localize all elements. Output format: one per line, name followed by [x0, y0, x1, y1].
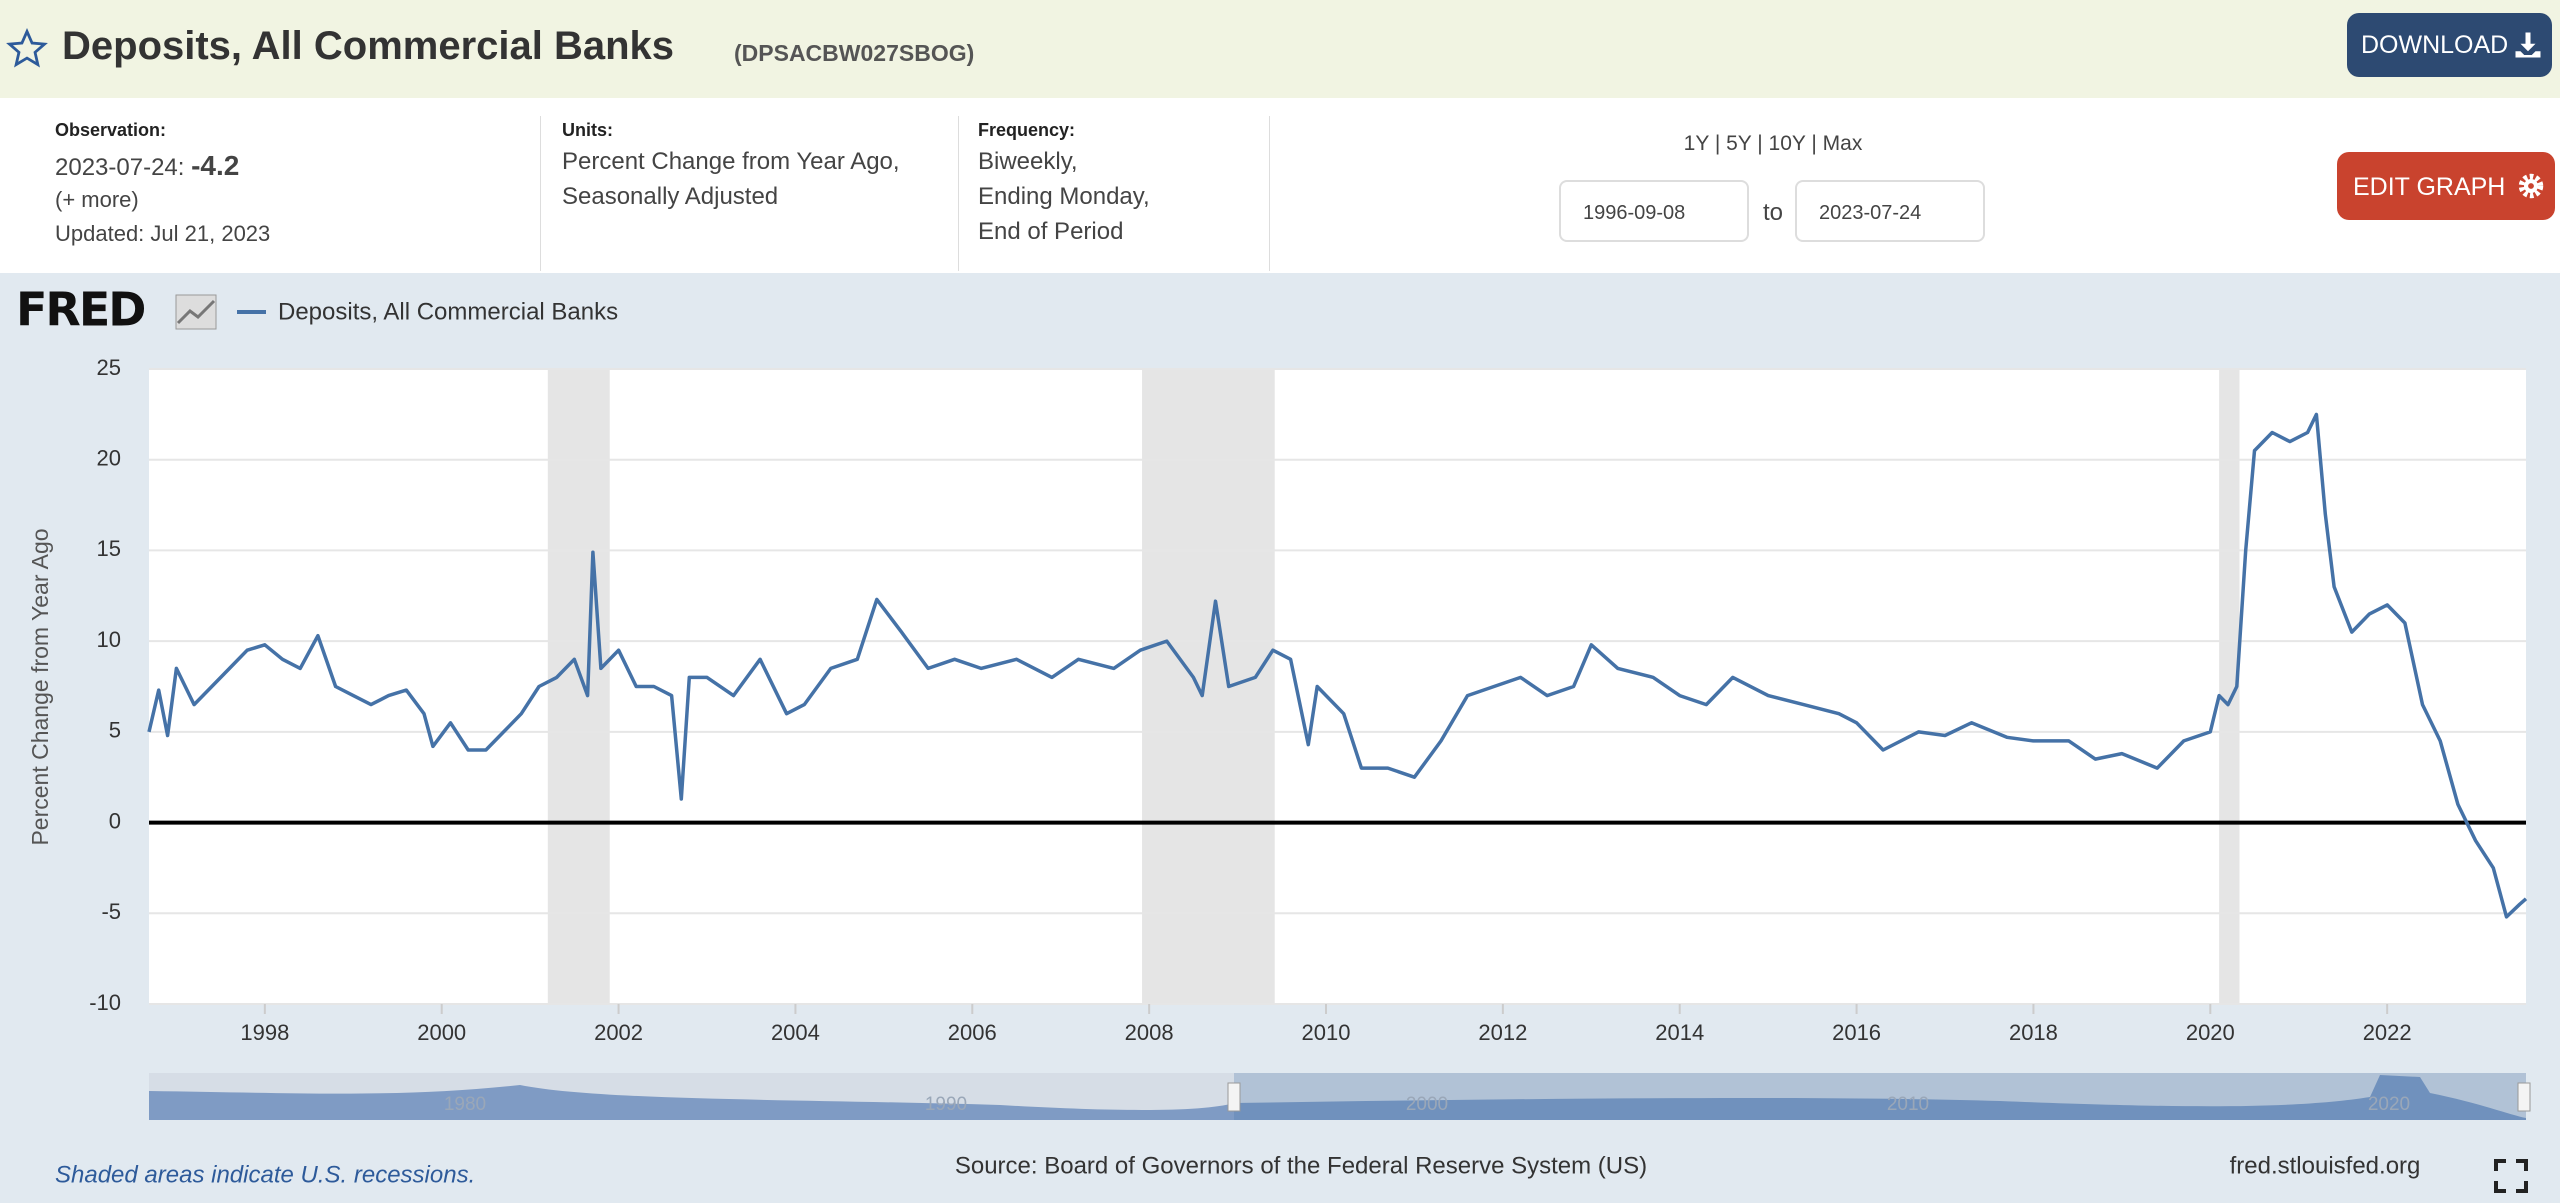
- range-buttons[interactable]: 1Y | 5Y | 10Y | Max: [1683, 132, 1863, 155]
- x-tick-label: 2018: [2009, 1020, 2058, 1045]
- frequency-2: Ending Monday,: [978, 183, 1150, 210]
- download-button[interactable]: DOWNLOAD: [2347, 13, 2552, 77]
- navigator-label: 2020: [2368, 1094, 2410, 1115]
- navigator-label: 2000: [1406, 1094, 1448, 1115]
- navigator-selection: [1234, 1073, 2526, 1120]
- y-tick-label: -5: [101, 899, 121, 924]
- gear-icon: [2518, 173, 2544, 199]
- navigator-handle[interactable]: [1227, 1082, 1241, 1112]
- x-tick-label: 2010: [1302, 1020, 1351, 1045]
- recession-band: [547, 369, 610, 1004]
- x-tick-label: 2014: [1655, 1020, 1704, 1045]
- frequency-1: Biweekly,: [978, 148, 1078, 175]
- title: Deposits, All Commercial Banks: [62, 24, 675, 68]
- separator: [1269, 116, 1270, 271]
- source: Source: Board of Governors of the Federa…: [955, 1152, 1647, 1179]
- y-tick-label: 15: [97, 536, 121, 561]
- x-tick-label: 2012: [1478, 1020, 1527, 1045]
- date-from[interactable]: 1996-09-08: [1559, 180, 1749, 242]
- navigator-area: [149, 1075, 2526, 1120]
- y-tick-label: 10: [97, 627, 121, 652]
- legend-label: Deposits, All Commercial Banks: [278, 298, 618, 325]
- navigator-label: 1990: [925, 1094, 967, 1115]
- x-tick-label: 2002: [594, 1020, 643, 1045]
- separator: [540, 116, 541, 271]
- info-bar: Observation: 2023-07-24: -4.2 (+ more) U…: [0, 98, 2560, 273]
- x-tick-label: 2006: [948, 1020, 997, 1045]
- separator: [958, 116, 959, 271]
- navigator-label: 2010: [1887, 1094, 1929, 1115]
- fullscreen-icon[interactable]: [2494, 1159, 2528, 1193]
- observation: 2023-07-24: -4.2: [55, 148, 239, 185]
- star-icon[interactable]: [6, 28, 48, 70]
- logo-icon-line: [176, 299, 216, 325]
- observation-value: -4.2: [191, 150, 240, 181]
- header: Deposits, All Commercial Banks (DPSACBW0…: [0, 0, 2560, 98]
- series-id: (DPSACBW027SBOG): [734, 40, 975, 66]
- x-tick-label: 1998: [240, 1020, 289, 1045]
- units-2: Seasonally Adjusted: [562, 183, 779, 210]
- y-tick-label: 5: [109, 718, 121, 743]
- frequency-label: Frequency:: [978, 120, 1076, 140]
- y-axis-label: Percent Change from Year Ago: [27, 528, 53, 845]
- units-1: Percent Change from Year Ago,: [562, 148, 900, 175]
- navigator-label: 1980: [444, 1094, 486, 1115]
- download-icon: [2515, 32, 2541, 58]
- frequency-3: End of Period: [978, 218, 1124, 245]
- y-tick-label: 0: [109, 808, 121, 833]
- date-to[interactable]: 2023-07-24: [1795, 180, 1985, 242]
- x-tick-label: 2022: [2363, 1020, 2412, 1045]
- observation-date: 2023-07-24:: [55, 154, 185, 181]
- navigator: 1980 1990 2000 2010 2020: [149, 1073, 2531, 1120]
- recession-note: Shaded areas indicate U.S. recessions.: [55, 1161, 475, 1188]
- y-tick-label: 20: [97, 446, 121, 471]
- logo-icon: [175, 294, 217, 330]
- series-line: [147, 412, 2528, 919]
- x-tick-label: 2000: [417, 1020, 466, 1045]
- units-label: Units:: [562, 120, 613, 140]
- plot-area: [149, 369, 2526, 1004]
- navigator-handle[interactable]: [2517, 1082, 2531, 1112]
- more-link[interactable]: (+ more): [55, 187, 139, 212]
- url: fred.stlouisfed.org: [2230, 1152, 2421, 1179]
- x-tick-label: 2008: [1125, 1020, 1174, 1045]
- x-tick-label: 2020: [2186, 1020, 2235, 1045]
- y-tick-label: -10: [89, 990, 121, 1015]
- edit-graph-button[interactable]: EDIT GRAPH: [2337, 152, 2555, 220]
- edit-label: EDIT GRAPH: [2353, 173, 2506, 201]
- observation-label: Observation:: [55, 120, 167, 140]
- updated: Updated: Jul 21, 2023: [55, 221, 271, 246]
- recession-band: [2219, 369, 2240, 1004]
- chart: FRED Deposits, All Commercial Banks Perc…: [16, 283, 2531, 1193]
- to-label: to: [1763, 199, 1784, 226]
- recession-band: [1142, 369, 1275, 1004]
- y-tick-label: 25: [97, 355, 121, 380]
- x-tick-label: 2004: [771, 1020, 820, 1045]
- x-tick-label: 2016: [1832, 1020, 1881, 1045]
- logo: FRED: [16, 283, 144, 337]
- download-label: DOWNLOAD: [2361, 31, 2509, 59]
